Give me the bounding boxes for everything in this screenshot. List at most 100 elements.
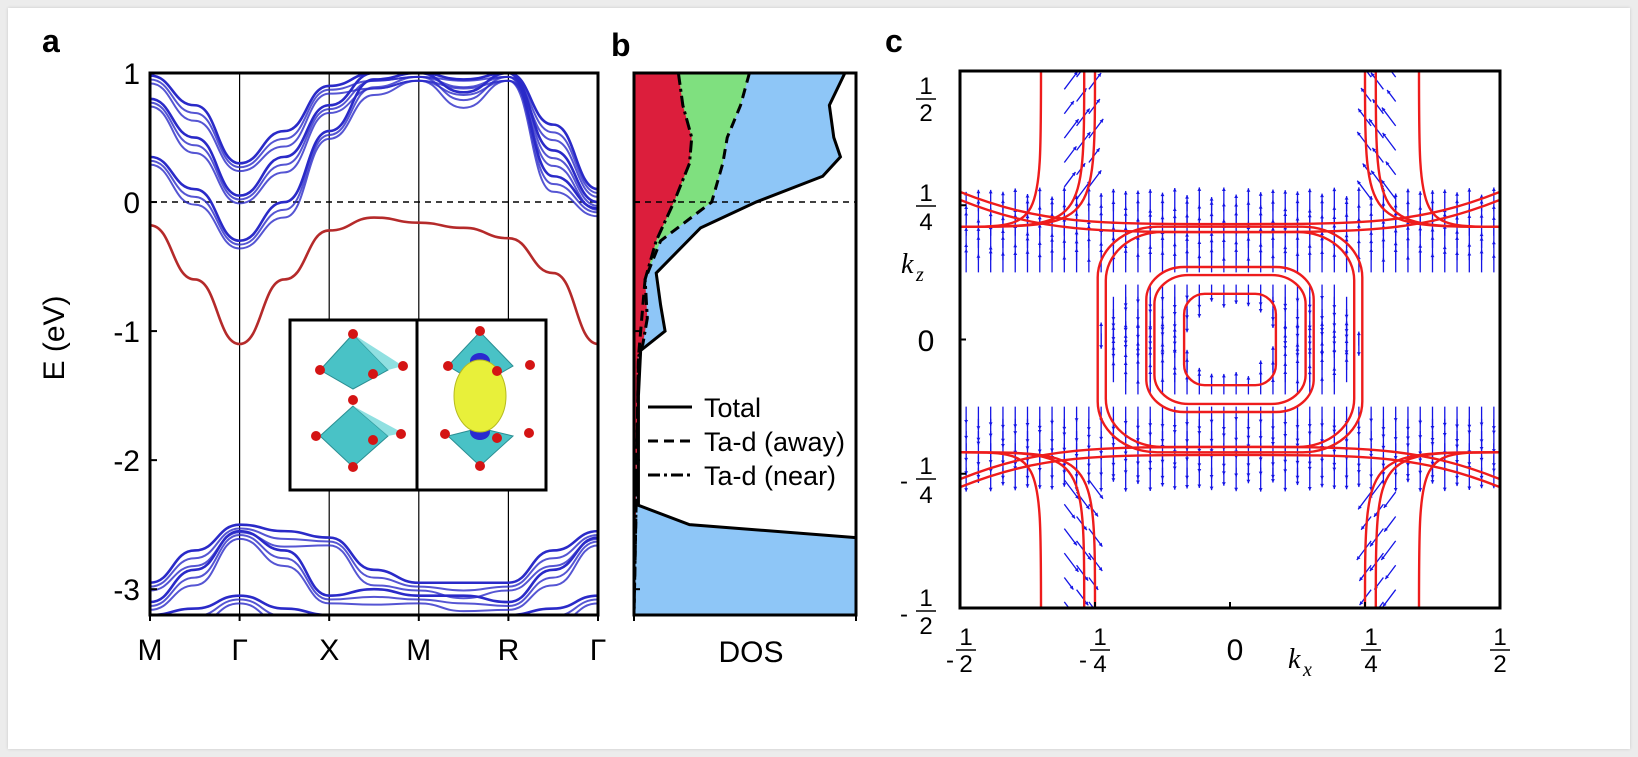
spin-arrow-head [988, 487, 993, 492]
corner-sheet-0-2 [960, 71, 1043, 228]
spin-arrow-head [1160, 475, 1165, 480]
spin-arrow-head [1382, 602, 1387, 607]
band-line-0 [150, 216, 598, 346]
spin-arrow-head [1370, 542, 1374, 547]
spin-arrow-head [1332, 462, 1337, 467]
spin-arrow-head [1362, 163, 1367, 168]
fermi-contour-2 [1145, 265, 1315, 414]
spin-arrow-head [1467, 462, 1472, 466]
spin-arrow-head [1073, 71, 1078, 76]
spin-arrow-head [1320, 483, 1324, 488]
spin-arrow-head [1344, 485, 1349, 490]
fermi-contour-0 [1182, 292, 1278, 387]
horizontal-sheet-2 [960, 445, 1500, 481]
spin-arrow-head [1491, 468, 1496, 473]
horizontal-sheet-0 [960, 198, 1500, 234]
spin-arrow-head [988, 433, 993, 438]
spin-arrow-head [1271, 426, 1275, 430]
spin-arrow [1088, 528, 1103, 548]
spin-arrow-head [1344, 439, 1349, 443]
spin-arrow-head [1074, 119, 1079, 124]
spin-arrow-head [1430, 461, 1435, 466]
spin-arrow-head [1246, 463, 1251, 467]
spin-arrow [1378, 601, 1384, 608]
spin-arrow-head [1069, 585, 1074, 590]
spin-arrow-head [1123, 470, 1128, 474]
spin-arrow-head [1246, 376, 1251, 380]
spin-arrow-head [1050, 486, 1054, 490]
spin-arrow-head [1246, 473, 1251, 477]
spin-arrow-head [988, 422, 993, 426]
band-line-4 [150, 523, 598, 585]
spin-arrow [1088, 479, 1104, 500]
spin-arrow-head [1050, 439, 1054, 443]
spin-arrow-head [1359, 576, 1364, 581]
panel-a-plot-area [150, 73, 598, 615]
spin-arrow-head [1098, 567, 1103, 571]
spin-arrow-head [1209, 298, 1214, 302]
fermi-contours [960, 71, 1500, 608]
spin-arrow-head [1001, 191, 1005, 196]
spin-arrow-head [1099, 322, 1104, 327]
panel-b-xlabel: DOS [718, 636, 783, 669]
spin-arrow-head [1320, 352, 1324, 356]
spin-arrow-head [1074, 438, 1079, 442]
spin-arrow-head [1221, 304, 1226, 308]
corner-sheet-3-1 [1374, 451, 1500, 608]
spin-arrow-head [1361, 88, 1365, 92]
spin-arrow-head [1185, 195, 1189, 199]
spin-arrow-head [1371, 170, 1375, 175]
kx-subscript: x [1302, 659, 1312, 681]
spin-arrows [964, 71, 1496, 608]
spin-arrow-head [964, 471, 969, 475]
spin-arrow-head [1037, 425, 1042, 430]
spin-arrow-head [1136, 461, 1140, 466]
kpath-label: X [319, 634, 339, 667]
spin-arrow-head [1234, 437, 1239, 442]
spin-arrow-head [1111, 317, 1116, 321]
spin-arrow-head [1074, 567, 1079, 572]
svg-text:1: 1 [1093, 624, 1106, 651]
spin-arrow-head [976, 441, 981, 446]
spin-arrow-head [1406, 443, 1410, 448]
spin-arrow-head [1111, 462, 1116, 467]
dos-total-line [636, 73, 856, 615]
corner-sheet-3-2 [1417, 451, 1500, 608]
spin-arrow-head [1283, 341, 1288, 345]
spin-arrow-head [1209, 486, 1214, 491]
spin-arrow-head [1491, 426, 1496, 430]
panel-b-letter: b [611, 27, 631, 63]
spin-arrow-head [1418, 451, 1423, 456]
spin-arrow-head [1393, 193, 1398, 198]
spin-arrow-head [1071, 514, 1076, 519]
spin-arrow-head [1197, 426, 1202, 430]
spin-arrow-head [1387, 90, 1391, 95]
spin-arrow-head [1295, 425, 1300, 429]
spin-arrow-head [1185, 295, 1189, 300]
spin-arrow-head [1332, 187, 1337, 192]
spin-arrow-head [1307, 431, 1312, 436]
panel-b-legend: Total Ta-d (away) Ta-d (near) [648, 393, 845, 491]
panel-a-frame [148, 71, 600, 617]
spin-arrow-head [1258, 419, 1263, 424]
spin-arrow-head [1332, 341, 1337, 346]
panel-c-ylabel: k z [901, 249, 924, 286]
spin-arrow-head [1295, 475, 1300, 480]
spin-arrow-head [1382, 132, 1387, 137]
spin-arrow-head [1197, 484, 1202, 488]
kpath-label: R [498, 634, 520, 667]
spin-arrow-head [1406, 188, 1410, 193]
spin-arrow-head [1258, 360, 1263, 364]
spin-arrow-head [1307, 487, 1312, 491]
spin-arrow-head [1283, 190, 1288, 194]
spin-arrow-head [1283, 469, 1288, 473]
spin-arrow-head [1356, 187, 1361, 191]
spin-arrow-head [1197, 431, 1202, 435]
spin-arrow-head [1001, 481, 1005, 486]
spin-arrow-head [1332, 429, 1337, 434]
spin-arrow-head [1081, 163, 1086, 168]
spin-arrow-head [1271, 474, 1275, 479]
spin-arrow-head [1085, 505, 1090, 510]
spin-arrow-head [1442, 189, 1447, 193]
spin-arrow-head [1332, 312, 1337, 317]
